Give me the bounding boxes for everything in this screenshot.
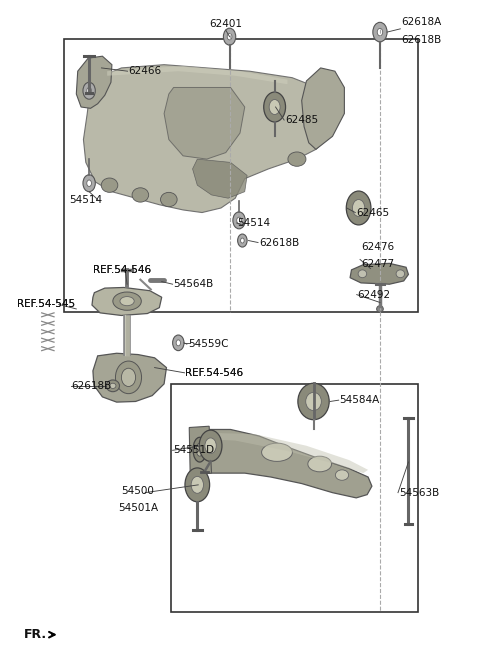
- Polygon shape: [194, 430, 372, 498]
- Text: 62477: 62477: [361, 259, 394, 269]
- Text: 62618A: 62618A: [401, 17, 442, 27]
- Ellipse shape: [358, 270, 367, 278]
- Text: 54551D: 54551D: [174, 445, 215, 455]
- Text: 54501A: 54501A: [118, 503, 158, 513]
- Text: 54500: 54500: [121, 486, 155, 496]
- Circle shape: [237, 217, 241, 223]
- Text: REF.54-546: REF.54-546: [93, 265, 151, 275]
- Ellipse shape: [110, 383, 116, 388]
- Ellipse shape: [185, 468, 210, 502]
- Text: 62618B: 62618B: [259, 238, 299, 248]
- Ellipse shape: [121, 368, 136, 386]
- Polygon shape: [202, 433, 368, 473]
- Circle shape: [223, 28, 236, 45]
- Ellipse shape: [132, 188, 149, 202]
- Text: REF.54-546: REF.54-546: [93, 265, 151, 275]
- Polygon shape: [350, 263, 408, 284]
- Polygon shape: [92, 288, 162, 315]
- Text: 62476: 62476: [361, 242, 394, 252]
- Text: 62492: 62492: [358, 290, 391, 300]
- Text: 54563B: 54563B: [399, 487, 439, 497]
- Polygon shape: [76, 57, 112, 108]
- Ellipse shape: [116, 361, 142, 394]
- Ellipse shape: [306, 392, 322, 411]
- Ellipse shape: [106, 380, 120, 392]
- Ellipse shape: [264, 92, 286, 122]
- Polygon shape: [107, 66, 288, 84]
- Text: 62618B: 62618B: [72, 381, 112, 391]
- Circle shape: [240, 238, 244, 243]
- Text: FR.: FR.: [24, 628, 47, 641]
- Ellipse shape: [199, 430, 222, 461]
- Ellipse shape: [298, 383, 329, 420]
- Text: 62401: 62401: [209, 19, 242, 29]
- Polygon shape: [192, 159, 247, 198]
- Ellipse shape: [396, 270, 405, 278]
- Circle shape: [238, 234, 247, 247]
- Text: 54559C: 54559C: [188, 339, 228, 349]
- Ellipse shape: [346, 191, 371, 225]
- Circle shape: [83, 175, 96, 192]
- Circle shape: [176, 340, 180, 346]
- Text: REF.54-546: REF.54-546: [185, 368, 243, 378]
- Text: REF.54-545: REF.54-545: [17, 300, 75, 309]
- Text: 62485: 62485: [285, 115, 318, 125]
- Circle shape: [83, 82, 96, 99]
- Ellipse shape: [288, 152, 306, 166]
- Circle shape: [233, 212, 245, 229]
- Circle shape: [227, 34, 232, 40]
- Ellipse shape: [336, 470, 348, 480]
- Ellipse shape: [377, 306, 384, 312]
- Text: REF.54-546: REF.54-546: [185, 368, 243, 378]
- Ellipse shape: [269, 99, 280, 114]
- Polygon shape: [164, 87, 245, 159]
- Ellipse shape: [191, 476, 204, 493]
- Text: 62465: 62465: [356, 208, 389, 217]
- Ellipse shape: [205, 438, 216, 453]
- Circle shape: [373, 22, 387, 42]
- Polygon shape: [301, 68, 344, 149]
- Polygon shape: [93, 353, 167, 402]
- Ellipse shape: [262, 443, 292, 461]
- Text: 62618B: 62618B: [401, 35, 442, 45]
- Ellipse shape: [160, 193, 177, 207]
- Text: 54514: 54514: [69, 194, 102, 204]
- Ellipse shape: [193, 438, 206, 462]
- Ellipse shape: [101, 178, 118, 193]
- Text: 54564B: 54564B: [174, 279, 214, 289]
- Text: 54584A: 54584A: [340, 395, 380, 405]
- Ellipse shape: [196, 443, 203, 456]
- Ellipse shape: [308, 456, 332, 472]
- Ellipse shape: [352, 200, 365, 216]
- Ellipse shape: [120, 296, 134, 306]
- Polygon shape: [84, 64, 335, 213]
- Circle shape: [87, 87, 92, 94]
- Polygon shape: [189, 426, 212, 474]
- Circle shape: [87, 180, 92, 187]
- Text: REF.54-545: REF.54-545: [17, 300, 75, 309]
- Ellipse shape: [113, 292, 141, 310]
- Text: 62466: 62466: [129, 66, 162, 76]
- Text: 54514: 54514: [238, 218, 271, 228]
- Circle shape: [377, 28, 383, 35]
- Circle shape: [173, 335, 184, 351]
